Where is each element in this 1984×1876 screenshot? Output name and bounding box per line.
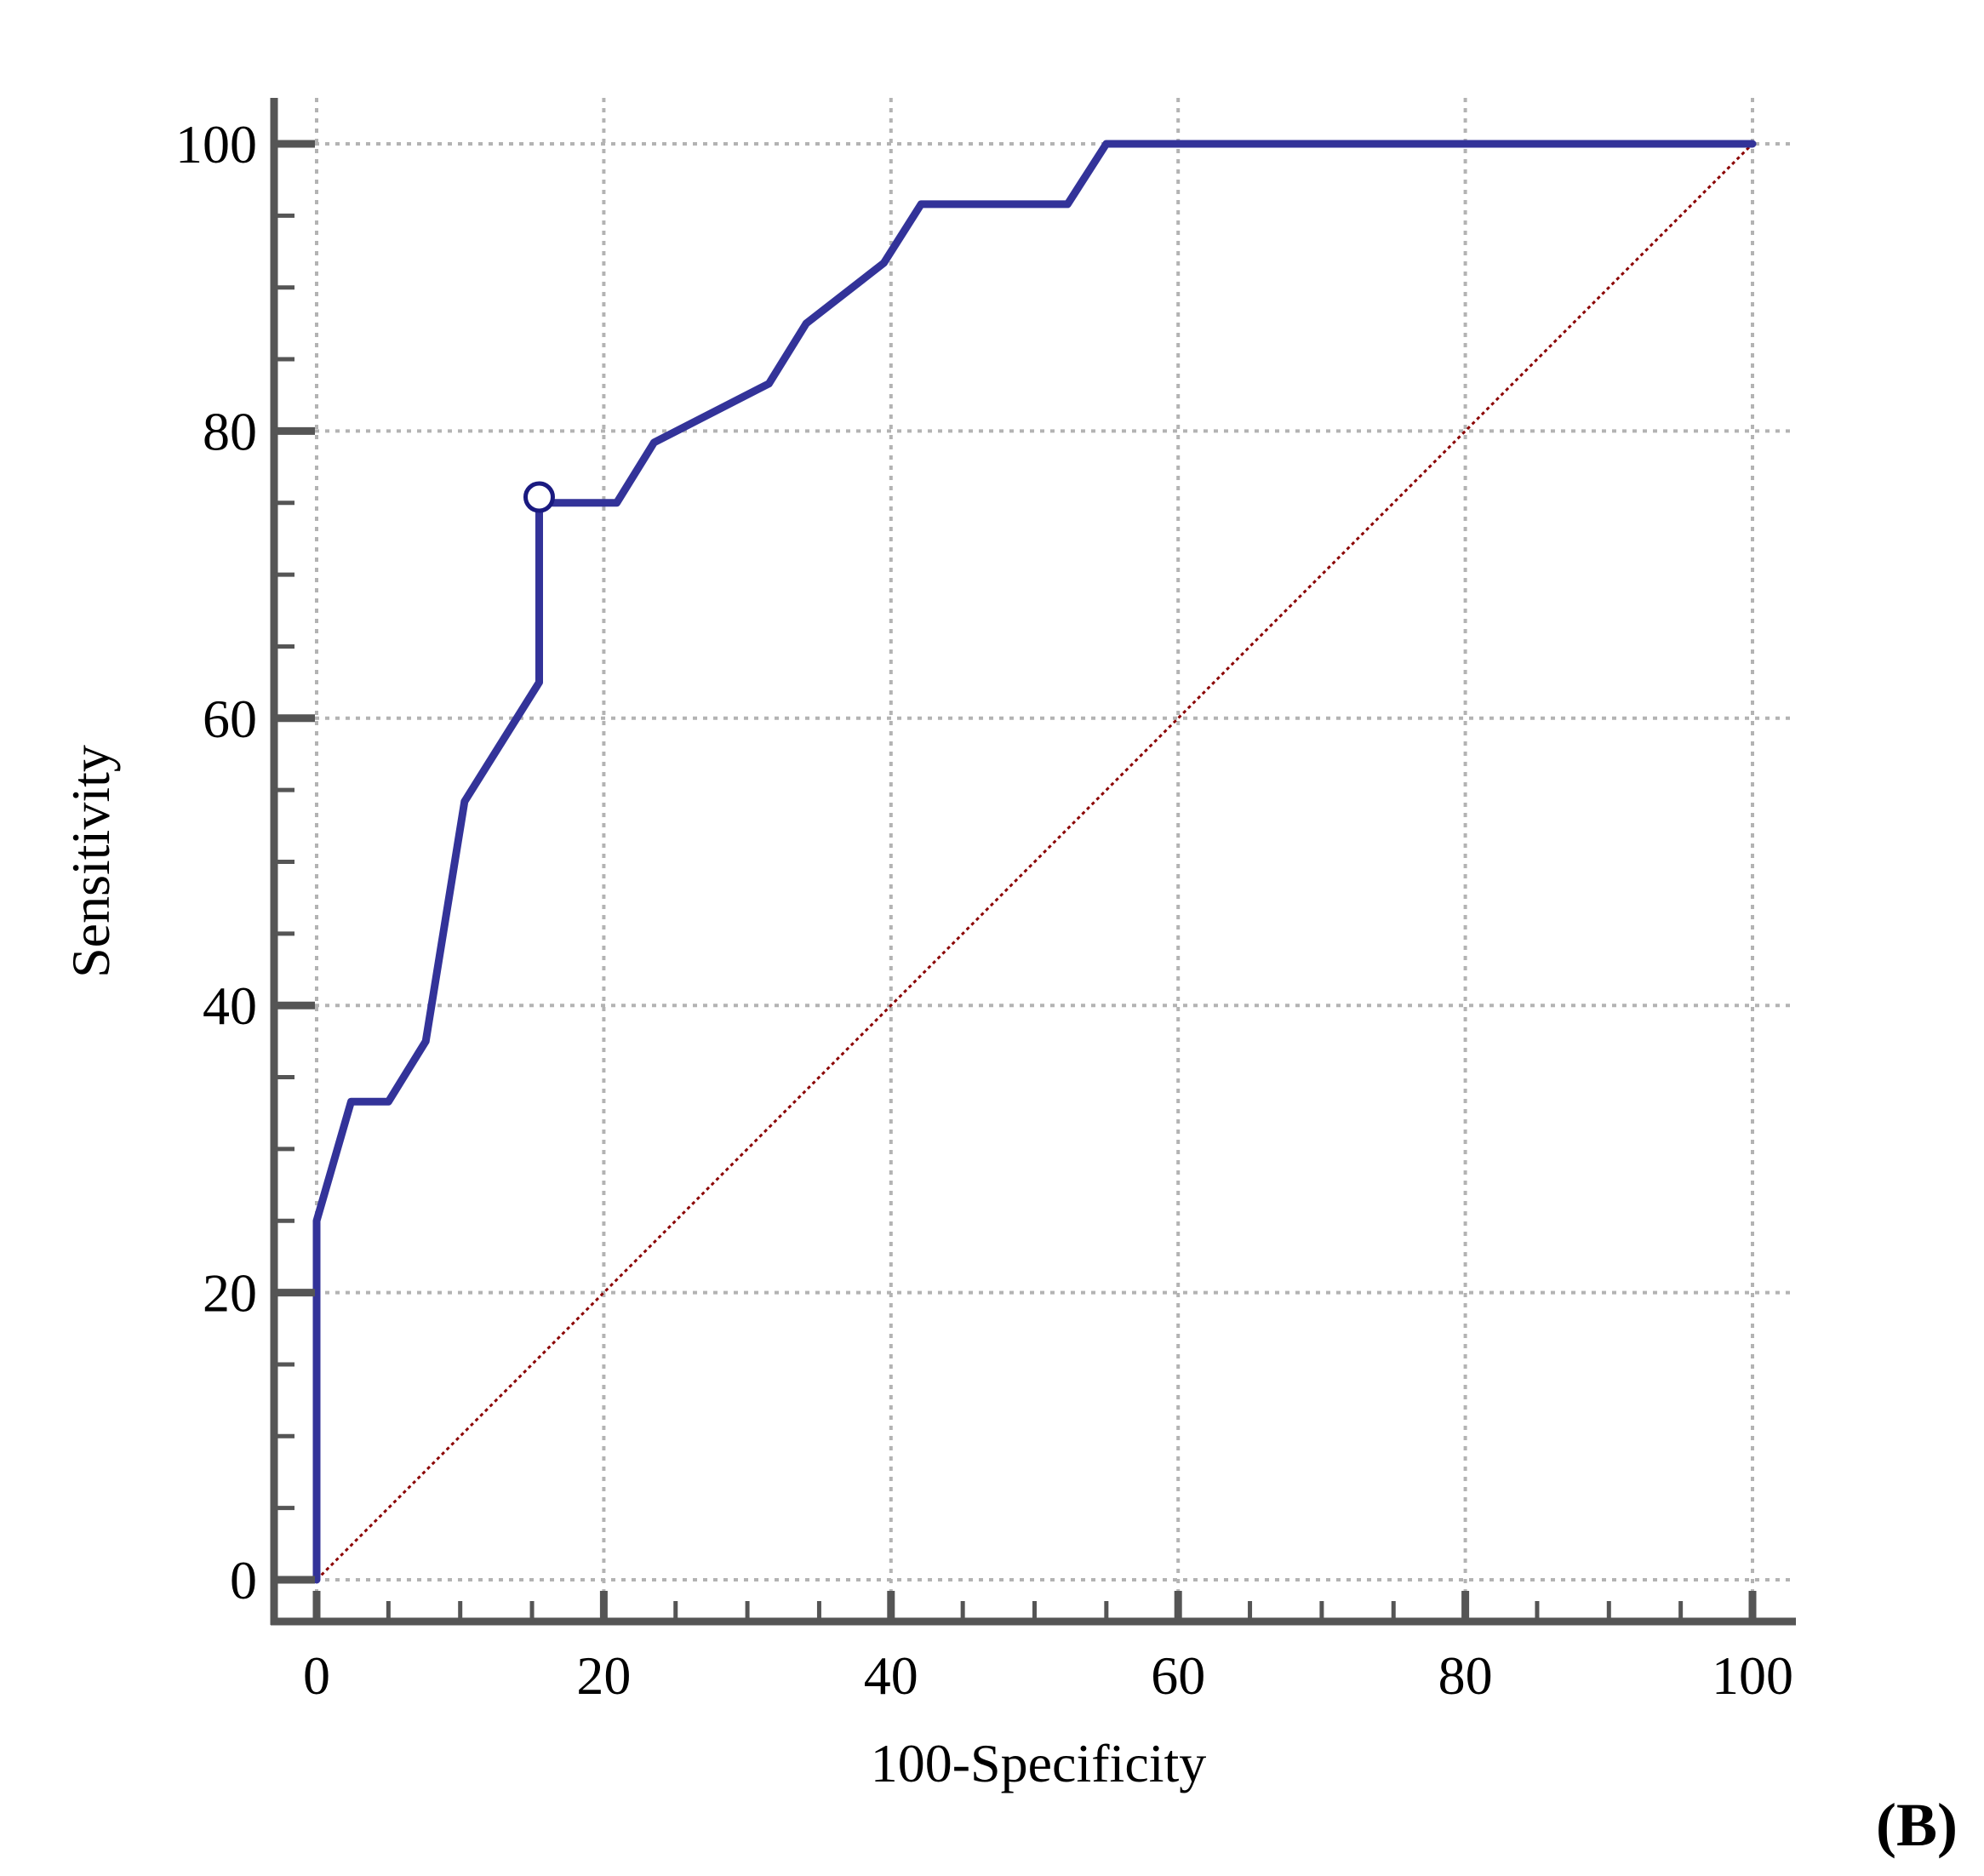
y-tick-label-60: 60 — [203, 689, 257, 749]
x-tick-label-0: 0 — [303, 1645, 330, 1706]
x-tick-label-20: 20 — [576, 1645, 631, 1706]
axes-layer — [270, 98, 1796, 1626]
y-tick-label-20: 20 — [203, 1263, 257, 1324]
y-tick-label-100: 100 — [175, 114, 257, 174]
tick-label-layer: 0 20 40 60 80 100 0 20 40 60 80 100 — [175, 114, 1793, 1706]
reference-diagonal-line — [315, 142, 1754, 1581]
x-tick-label-60: 60 — [1151, 1645, 1205, 1706]
grid-layer — [274, 98, 1794, 1621]
panel-label: (B) — [1876, 1791, 1958, 1859]
x-tick-label-80: 80 — [1438, 1645, 1493, 1706]
y-axis-title: Sensitivity — [60, 745, 121, 978]
roc-curve — [312, 140, 1757, 1584]
diagonal-layer — [315, 142, 1754, 1581]
curve-layer — [312, 140, 1757, 1584]
criterion-marker-0 — [523, 481, 555, 513]
x-axis-title: 100-Specificity — [871, 1733, 1207, 1793]
x-tick-label-100: 100 — [1712, 1645, 1793, 1706]
y-tick-label-0: 0 — [230, 1550, 257, 1610]
y-tick-label-80: 80 — [203, 401, 257, 461]
y-tick-label-40: 40 — [203, 975, 257, 1036]
x-tick-label-40: 40 — [864, 1645, 918, 1706]
